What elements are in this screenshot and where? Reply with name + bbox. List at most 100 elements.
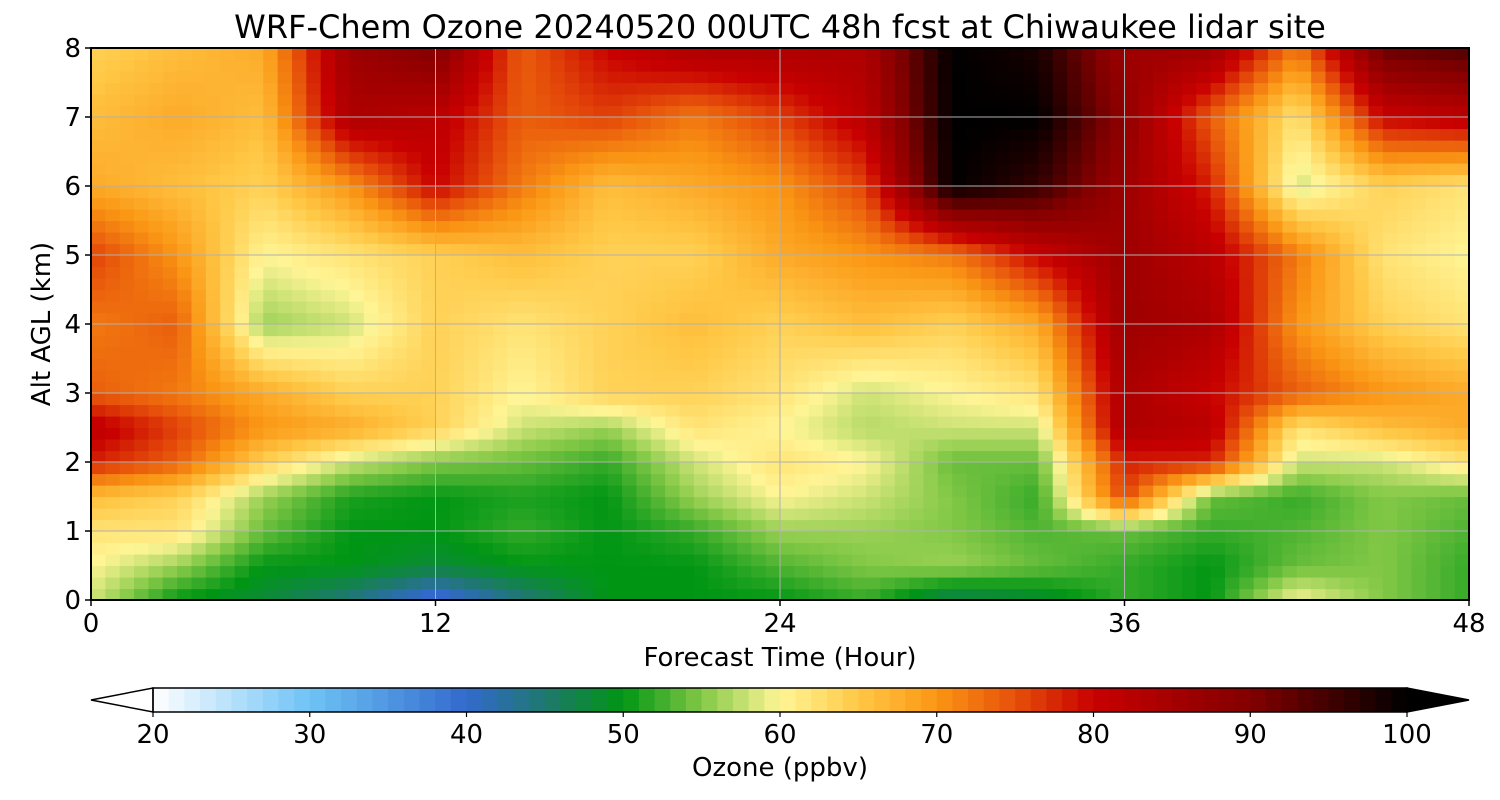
heatmap-cell: [492, 59, 508, 72]
heatmap-cell: [91, 496, 106, 509]
heatmap-cell: [263, 439, 279, 452]
heatmap-cell: [177, 358, 193, 371]
heatmap-cell: [1124, 94, 1140, 107]
heatmap-cell: [507, 71, 523, 84]
heatmap-cell: [406, 347, 422, 360]
heatmap-cell: [1282, 531, 1298, 544]
heatmap-cell: [679, 197, 695, 210]
heatmap-cell: [1325, 473, 1341, 486]
heatmap-cell: [378, 439, 394, 452]
heatmap-cell: [1425, 82, 1441, 95]
heatmap-cell: [177, 232, 193, 245]
heatmap-cell: [1368, 128, 1384, 141]
heatmap-cell: [291, 163, 307, 176]
heatmap-cell: [1382, 404, 1398, 417]
heatmap-cell: [952, 174, 968, 187]
heatmap-cell: [751, 289, 767, 302]
heatmap-cell: [1296, 554, 1312, 567]
heatmap-cell: [650, 577, 666, 590]
heatmap-cell: [1397, 94, 1413, 107]
heatmap-cell: [1411, 209, 1427, 222]
heatmap-cell: [995, 462, 1011, 475]
heatmap-cell: [722, 255, 738, 268]
heatmap-cell: [406, 519, 422, 532]
heatmap-cell: [880, 59, 896, 72]
heatmap-cell: [995, 82, 1011, 95]
heatmap-cell: [320, 220, 336, 233]
heatmap-cell: [1095, 71, 1111, 84]
colorbar-segment: [1312, 688, 1330, 712]
heatmap-cell: [248, 554, 264, 567]
heatmap-cell: [1311, 48, 1327, 61]
heatmap-cell: [535, 105, 551, 118]
heatmap-cell: [823, 59, 839, 72]
heatmap-cell: [1181, 174, 1197, 187]
heatmap-cell: [579, 255, 594, 268]
heatmap-cell: [492, 416, 508, 429]
heatmap-cell: [1282, 519, 1298, 532]
heatmap-cell: [464, 48, 480, 61]
heatmap-cell: [866, 531, 882, 544]
heatmap-cell: [1296, 324, 1312, 337]
heatmap-cell: [1196, 542, 1212, 555]
heatmap-cell: [1067, 48, 1083, 61]
heatmap-cell: [349, 174, 365, 187]
heatmap-cell: [119, 59, 135, 72]
heatmap-cell: [1224, 243, 1240, 256]
heatmap-cell: [564, 128, 580, 141]
heatmap-cell: [1038, 416, 1054, 429]
heatmap-cell: [937, 519, 953, 532]
heatmap-cell: [1282, 565, 1298, 578]
heatmap-cell: [866, 416, 882, 429]
heatmap-cell: [1081, 209, 1097, 222]
heatmap-cell: [1239, 94, 1255, 107]
heatmap-cell: [980, 542, 996, 555]
heatmap-cell: [421, 496, 437, 509]
heatmap-cell: [579, 266, 594, 279]
heatmap-cell: [937, 186, 953, 199]
heatmap-cell: [909, 59, 925, 72]
heatmap-cell: [1224, 140, 1240, 153]
heatmap-cell: [148, 439, 164, 452]
heatmap-cell: [622, 404, 638, 417]
heatmap-cell: [1067, 427, 1083, 440]
heatmap-cell: [708, 542, 724, 555]
heatmap-cell: [894, 427, 910, 440]
heatmap-cell: [823, 197, 839, 210]
heatmap-cell: [1239, 473, 1255, 486]
heatmap-cell: [550, 174, 566, 187]
heatmap-cell: [1253, 243, 1269, 256]
heatmap-cell: [177, 94, 193, 107]
heatmap-cell: [1296, 370, 1312, 383]
heatmap-cell: [866, 197, 882, 210]
heatmap-cell: [579, 335, 594, 348]
heatmap-cell: [1268, 59, 1283, 72]
heatmap-cell: [980, 485, 996, 498]
heatmap-cell: [1224, 531, 1240, 544]
heatmap-cell: [1196, 140, 1212, 153]
heatmap-cell: [263, 289, 279, 302]
heatmap-cell: [622, 117, 638, 130]
colorbar-tick-label: 90: [1234, 720, 1267, 750]
heatmap-cell: [622, 450, 638, 463]
heatmap-cell: [277, 358, 293, 371]
heatmap-cell: [550, 163, 566, 176]
heatmap-cell: [1296, 542, 1312, 555]
heatmap-cell: [1052, 255, 1068, 268]
heatmap-cell: [909, 565, 925, 578]
heatmap-cell: [478, 255, 494, 268]
heatmap-cell: [1196, 324, 1212, 337]
heatmap-cell: [765, 312, 781, 325]
heatmap-cell: [1052, 163, 1068, 176]
heatmap-cell: [248, 565, 264, 578]
heatmap-cell: [550, 266, 566, 279]
heatmap-cell: [995, 416, 1011, 429]
heatmap-cell: [823, 232, 839, 245]
heatmap-cell: [378, 416, 394, 429]
heatmap-cell: [751, 243, 767, 256]
heatmap-cell: [521, 301, 537, 314]
heatmap-cell: [378, 312, 394, 325]
heatmap-cell: [1024, 496, 1039, 509]
heatmap-cell: [1110, 519, 1126, 532]
heatmap-cell: [535, 519, 551, 532]
